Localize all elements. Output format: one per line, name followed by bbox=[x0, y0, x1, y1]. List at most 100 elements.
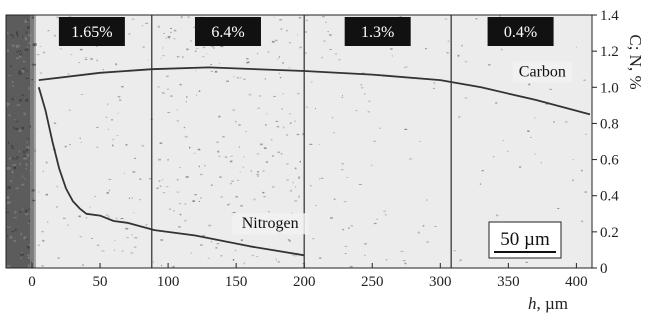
texture-speck bbox=[163, 33, 165, 34]
edge-grain bbox=[16, 44, 20, 48]
zone-label-box bbox=[344, 17, 411, 46]
texture-speck bbox=[202, 234, 205, 237]
edge-grain bbox=[21, 94, 24, 97]
texture-speck bbox=[481, 170, 484, 172]
texture-speck bbox=[262, 191, 265, 194]
texture-speck bbox=[232, 259, 235, 261]
x-tick-label: 150 bbox=[225, 274, 248, 290]
texture-speck bbox=[285, 134, 289, 136]
texture-speck bbox=[112, 138, 114, 141]
texture-speck bbox=[286, 163, 289, 165]
texture-speck bbox=[80, 94, 84, 95]
texture-speck bbox=[219, 176, 222, 178]
texture-speck bbox=[281, 108, 284, 110]
texture-speck bbox=[207, 257, 210, 259]
series-label-carbon: Carbon bbox=[519, 63, 566, 80]
texture-speck bbox=[176, 178, 179, 181]
texture-speck bbox=[321, 56, 323, 59]
texture-speck bbox=[458, 116, 461, 118]
texture-speck bbox=[240, 205, 243, 207]
edge-grain bbox=[18, 70, 22, 73]
texture-speck bbox=[162, 47, 164, 49]
edge-grain bbox=[23, 236, 27, 240]
y-tick-label: 1.0 bbox=[600, 80, 619, 96]
edge-grain bbox=[28, 87, 31, 90]
edge-grain bbox=[31, 16, 34, 19]
texture-speck bbox=[342, 228, 345, 231]
texture-speck bbox=[348, 227, 350, 229]
zone-label-text: 1.3% bbox=[361, 24, 394, 41]
edge-grain bbox=[27, 222, 30, 225]
texture-speck bbox=[286, 179, 289, 181]
texture-speck bbox=[107, 215, 110, 218]
texture-speck bbox=[218, 155, 221, 157]
texture-speck bbox=[131, 234, 133, 236]
texture-speck bbox=[142, 46, 145, 48]
texture-speck bbox=[294, 167, 297, 170]
texture-speck bbox=[68, 109, 71, 111]
texture-speck bbox=[220, 196, 223, 198]
texture-speck bbox=[331, 117, 334, 119]
edge-grain bbox=[33, 149, 37, 153]
edge-grain bbox=[26, 138, 30, 140]
texture-speck bbox=[294, 200, 298, 202]
texture-speck bbox=[121, 86, 124, 88]
texture-speck bbox=[298, 17, 302, 19]
texture-speck bbox=[305, 19, 308, 21]
texture-speck bbox=[159, 185, 162, 188]
texture-speck bbox=[258, 95, 261, 97]
texture-speck bbox=[53, 122, 57, 124]
texture-speck bbox=[361, 72, 365, 74]
texture-speck bbox=[229, 160, 233, 163]
texture-speck bbox=[134, 237, 138, 239]
texture-speck bbox=[233, 76, 235, 78]
edge-grain bbox=[22, 36, 24, 39]
edge-grain bbox=[21, 69, 25, 73]
texture-speck bbox=[404, 262, 407, 265]
texture-speck bbox=[161, 264, 162, 267]
texture-speck bbox=[364, 93, 366, 95]
texture-speck bbox=[167, 88, 169, 90]
edge-grain bbox=[31, 79, 34, 81]
edge-grain bbox=[7, 141, 9, 144]
texture-speck bbox=[527, 130, 530, 132]
texture-speck bbox=[333, 198, 336, 200]
edge-grain bbox=[32, 81, 36, 83]
texture-speck bbox=[172, 210, 175, 212]
texture-speck bbox=[266, 112, 268, 115]
texture-speck bbox=[79, 137, 81, 139]
texture-speck bbox=[173, 29, 177, 32]
texture-speck bbox=[39, 45, 42, 47]
texture-speck bbox=[169, 208, 171, 210]
y-tick-label: 0.6 bbox=[600, 153, 619, 169]
texture-speck bbox=[253, 198, 256, 201]
texture-speck bbox=[57, 257, 60, 259]
texture-speck bbox=[349, 266, 353, 268]
edge-grain bbox=[20, 257, 22, 259]
texture-speck bbox=[68, 15, 72, 17]
texture-speck bbox=[220, 255, 223, 257]
texture-speck bbox=[173, 38, 176, 40]
texture-speck bbox=[179, 203, 181, 205]
texture-speck bbox=[433, 87, 435, 89]
texture-speck bbox=[267, 51, 270, 53]
edge-grain bbox=[11, 97, 14, 101]
texture-speck bbox=[176, 109, 179, 111]
y-tick-label: 1.4 bbox=[600, 8, 619, 24]
zone-labels: 1.65% 6.4% 1.3% 0.4% bbox=[58, 17, 554, 46]
texture-speck bbox=[294, 120, 296, 122]
texture-speck bbox=[117, 112, 119, 114]
edge-grain bbox=[26, 141, 28, 144]
texture-speck bbox=[211, 184, 213, 186]
edge-grain bbox=[28, 34, 32, 37]
texture-speck bbox=[157, 86, 160, 88]
texture-speck bbox=[341, 169, 344, 171]
texture-speck bbox=[360, 84, 362, 86]
texture-speck bbox=[148, 178, 152, 180]
texture-speck bbox=[156, 187, 159, 189]
texture-speck bbox=[246, 58, 249, 60]
texture-speck bbox=[193, 26, 196, 28]
edge-grain bbox=[19, 50, 22, 52]
texture-speck bbox=[330, 217, 333, 219]
texture-speck bbox=[289, 189, 293, 192]
